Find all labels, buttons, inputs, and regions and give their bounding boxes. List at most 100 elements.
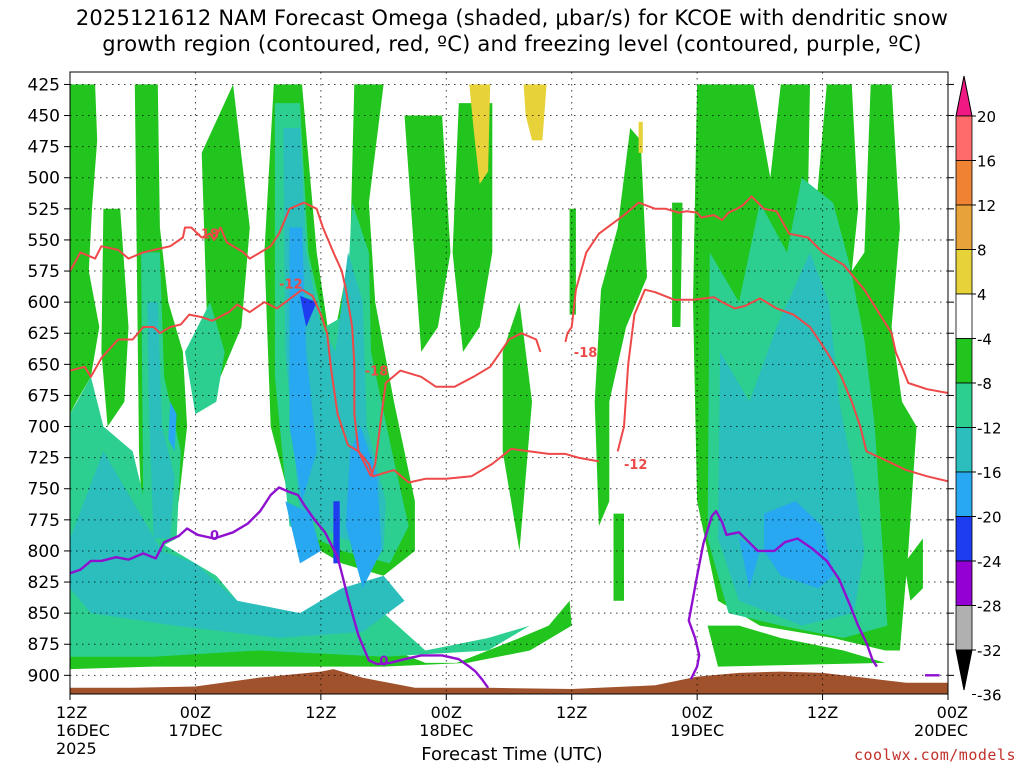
snow-growth-contours (70, 195, 948, 484)
plot-frame (69, 71, 949, 695)
y-tick-label: 575 (28, 262, 60, 282)
colorbar-swatch (955, 471, 973, 517)
isotherm-line (564, 195, 948, 394)
isotherm-line (616, 288, 948, 483)
y-tick-label: 800 (28, 542, 60, 562)
chart-title-line1: 2025121612 NAM Forecast Omega (shaded, μ… (75, 6, 949, 30)
omega-region (523, 84, 547, 141)
chart-title-line2: growth region (contoured, red, ºC) and f… (102, 32, 922, 56)
terrain-fill (70, 669, 948, 694)
freezing-level-line (687, 509, 878, 680)
omega-region (70, 84, 100, 415)
colorbar-label: 12 (977, 197, 996, 215)
omega-region (764, 501, 833, 589)
omega-region (70, 451, 405, 638)
colorbar-label: -24 (977, 553, 1002, 571)
y-tick-label: 775 (28, 511, 60, 531)
omega-region (569, 208, 576, 315)
colorbar-bottom-triangle (955, 649, 973, 691)
x-tick-label: 00Z (681, 703, 712, 722)
omega-region (285, 501, 321, 564)
y-tick-label: 550 (28, 231, 60, 251)
colorbar-swatch (955, 204, 973, 250)
y-tick-label: 750 (28, 480, 60, 500)
colorbar-swatch (955, 293, 973, 339)
x-tick-label: 12Z (56, 703, 87, 722)
isotherm-line (370, 332, 542, 477)
x-tick-label: 19DEC (670, 721, 724, 740)
x-tick-label: 18DEC (419, 721, 473, 740)
y-tick-label: 500 (28, 169, 60, 189)
x-tick-label: 2025 (56, 739, 97, 758)
x-tick-label: 12Z (556, 703, 587, 722)
omega-region (101, 208, 129, 427)
isotherm-line (70, 201, 372, 477)
omega-region (718, 252, 865, 626)
y-tick-label: 475 (28, 138, 60, 158)
colorbar-swatch (955, 560, 973, 606)
colorbar-label: -16 (977, 464, 1002, 482)
isotherm-line (70, 288, 600, 484)
x-tick-label: 17DEC (168, 721, 222, 740)
y-tick-label: 425 (28, 75, 60, 95)
omega-region (904, 538, 923, 601)
y-tick-label: 675 (28, 386, 60, 406)
y-tick-label: 700 (28, 418, 60, 438)
y-tick-label: 825 (28, 573, 60, 593)
y-tick-label: 900 (28, 666, 60, 686)
site-credit: coolwx.com/models (853, 746, 1016, 764)
isotherm-label: -12 (624, 458, 648, 473)
omega-region (638, 121, 643, 153)
y-axis: 425 450 475 500 525 550 575 600 625 650 675 700 725 7… (28, 75, 954, 686)
y-tick-label: 625 (28, 324, 60, 344)
isotherm-label: -12 (279, 277, 303, 292)
colorbar-label: 8 (977, 242, 987, 260)
omega-region (469, 84, 491, 184)
colorbar-swatch (955, 338, 973, 384)
colorbar-swatch (955, 115, 973, 161)
x-tick-label: 12Z (807, 703, 838, 722)
omega-region (201, 84, 250, 377)
colorbar-label: -20 (977, 509, 1002, 527)
y-tick-label: 650 (28, 355, 60, 375)
x-tick-label: 20DEC (914, 721, 968, 740)
x-tick-label: 12Z (305, 703, 336, 722)
colorbar-top-triangle (955, 75, 973, 117)
colorbar-swatch (955, 427, 973, 473)
colorbar-swatch (955, 382, 973, 428)
colorbar-swatch (955, 249, 973, 295)
freezing-level-label: 0 (210, 529, 219, 544)
y-tick-label: 725 (28, 449, 60, 469)
freezing-level-label: 0 (379, 654, 388, 669)
x-tick-label: 00Z (431, 703, 462, 722)
colorbar-label: -36 (977, 687, 1002, 705)
omega-region (594, 128, 647, 527)
colorbar-swatch (955, 605, 973, 651)
colorbar: 20 16 12 8 4 -4 -8 -12 -16 -20 -24 -28 -32 -36 (955, 75, 1002, 705)
omega-region (613, 513, 624, 601)
x-tick-label: 00Z (937, 703, 968, 722)
omega-region (502, 302, 532, 551)
y-tick-label: 850 (28, 604, 60, 624)
colorbar-swatch (955, 516, 973, 562)
colorbar-label: -12 (977, 420, 1002, 438)
omega-region (185, 302, 225, 415)
colorbar-swatch (955, 160, 973, 206)
omega-region (147, 302, 175, 539)
x-axis-label: Forecast Time (UTC) (421, 744, 603, 765)
colorbar-label: -4 (977, 331, 992, 349)
x-tick-label: 00Z (180, 703, 211, 722)
colorbar-label: 4 (977, 286, 987, 304)
colorbar-label: 16 (977, 153, 996, 171)
y-tick-label: 600 (28, 293, 60, 313)
contour-labels: -18 -18 -18 -12 -12 0 0 (195, 228, 648, 670)
grid-lines (70, 72, 948, 694)
y-tick-label: 525 (28, 200, 60, 220)
isotherm-label: -18 (365, 365, 389, 380)
x-tick-label: 16DEC (56, 721, 110, 740)
colorbar-label: -32 (977, 642, 1002, 660)
freezing-level-line (70, 486, 490, 689)
terrain (70, 669, 948, 694)
